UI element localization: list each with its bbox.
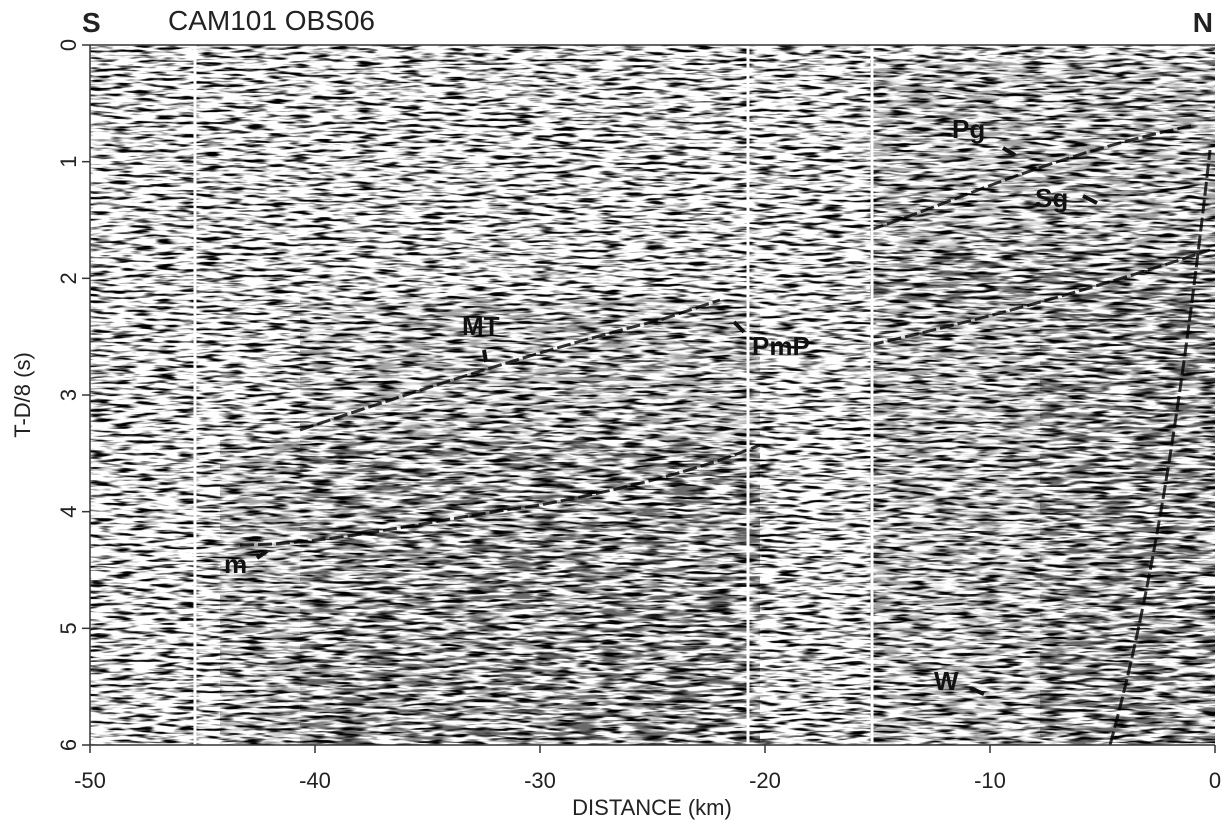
x-tick-label: -40 — [299, 768, 331, 793]
phase-arrow — [1001, 146, 1017, 157]
record-section — [90, 45, 1215, 745]
arrival-band — [220, 440, 760, 745]
chart-title: CAM101 OBS06 — [168, 5, 375, 36]
y-axis-label: T-D/8 (s) — [10, 352, 35, 438]
plot-area — [90, 45, 1215, 745]
y-tick-label: 4 — [56, 506, 81, 518]
arrival-band — [870, 60, 1215, 300]
y-tick-label: 5 — [56, 622, 81, 634]
phase-label: MT — [462, 311, 500, 341]
phase-arrival — [869, 123, 1196, 232]
phase-arrow — [482, 349, 488, 363]
phase-arrow — [1082, 194, 1098, 205]
y-tick-label: 6 — [56, 739, 81, 751]
phase-label: Pg — [952, 114, 985, 144]
arrival-band — [1040, 300, 1215, 745]
phase-arrival — [1108, 149, 1212, 745]
x-tick-label: 0 — [1209, 768, 1221, 793]
y-tick-label: 1 — [56, 156, 81, 168]
phase-arrow — [255, 549, 269, 560]
x-axis-label: DISTANCE (km) — [572, 795, 732, 820]
phase-label: Sg — [1035, 183, 1068, 213]
phase-arrival — [299, 298, 721, 432]
south-label: S — [82, 7, 101, 38]
phase-arrow — [732, 320, 746, 334]
phase-arrival — [869, 248, 1211, 347]
phase-label: W — [934, 666, 959, 696]
y-tick-label: 3 — [56, 389, 81, 401]
x-tick-label: -30 — [524, 768, 556, 793]
x-tick-label: -20 — [749, 768, 781, 793]
north-label: N — [1193, 7, 1213, 38]
x-tick-label: -10 — [974, 768, 1006, 793]
x-tick-label: -50 — [74, 768, 106, 793]
phase-arrival — [239, 443, 761, 547]
phase-label: m — [224, 549, 247, 579]
phase-label: PmP — [752, 331, 810, 361]
y-tick-label: 0 — [56, 39, 81, 51]
y-tick-label: 2 — [56, 272, 81, 284]
phase-arrow — [969, 686, 985, 696]
